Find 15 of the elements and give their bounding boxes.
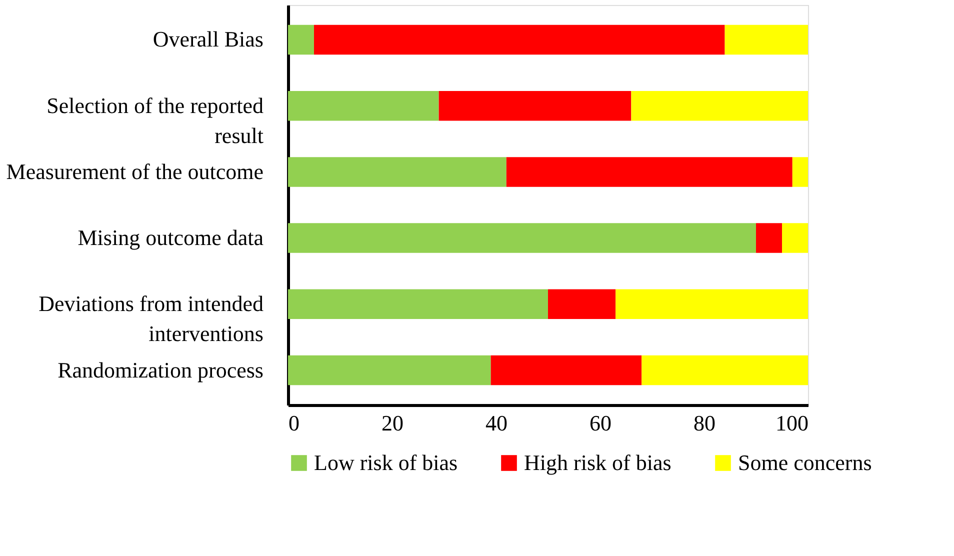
x-tick-label: 0: [288, 410, 300, 436]
x-tick-label: 100: [776, 410, 808, 436]
x-tick-label: 20: [382, 410, 404, 436]
y-tick-label: Measurement of the outcome: [6, 158, 264, 184]
x-tick-label: 80: [694, 410, 716, 436]
legend-label: High risk of bias: [524, 450, 672, 475]
y-tick-label: Randomization process: [58, 357, 264, 382]
legend-label: Low risk of bias: [314, 450, 458, 475]
y-tick-label: Mising outcome data: [78, 225, 264, 250]
legend-label: Some concerns: [738, 450, 872, 475]
x-tick-label: 40: [486, 410, 508, 436]
y-tick-label: Selection of the reported result: [46, 92, 264, 148]
y-tick-label: Deviations from intended interventions: [38, 291, 264, 346]
y-tick-label: Overall Bias: [152, 26, 264, 52]
x-tick-label: 60: [590, 410, 612, 436]
